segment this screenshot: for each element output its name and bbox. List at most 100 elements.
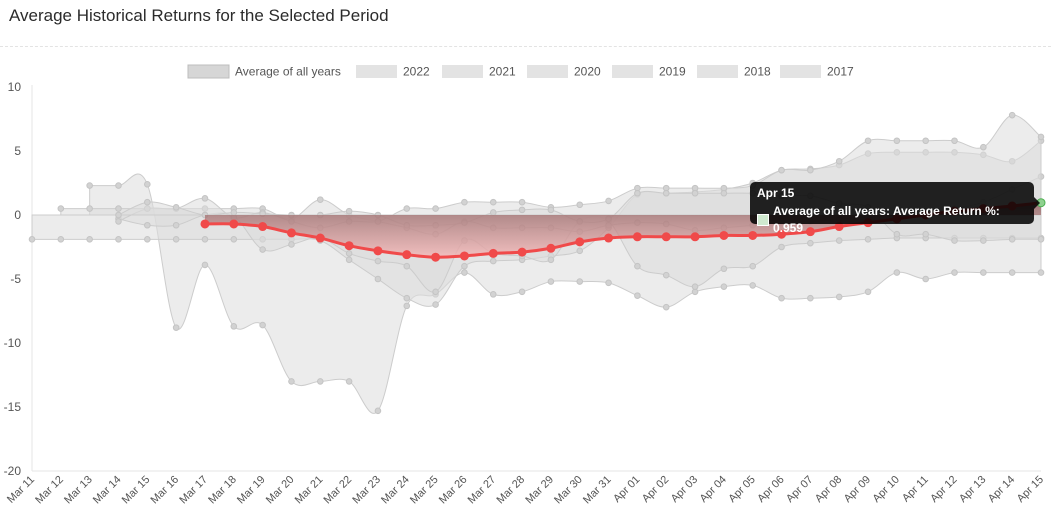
legend-label[interactable]: 2017	[827, 65, 854, 79]
series-point[interactable]	[518, 206, 526, 214]
series-point[interactable]	[374, 407, 382, 415]
series-point[interactable]	[403, 302, 411, 310]
legend-label[interactable]: Average of all years	[235, 65, 341, 79]
series-point[interactable]	[807, 294, 814, 302]
average-point[interactable]	[805, 227, 815, 237]
series-point[interactable]	[807, 166, 814, 174]
series-point[interactable]	[547, 278, 555, 285]
series-point[interactable]	[316, 196, 324, 203]
series-point[interactable]	[749, 282, 757, 289]
series-point[interactable]	[86, 182, 93, 189]
series-point[interactable]	[461, 262, 468, 270]
series-point[interactable]	[489, 209, 497, 216]
series-point[interactable]	[374, 257, 382, 265]
series-point[interactable]	[172, 324, 180, 331]
series-point[interactable]	[720, 189, 728, 197]
average-point[interactable]	[431, 252, 441, 262]
series-point[interactable]	[576, 278, 584, 285]
series-point[interactable]	[403, 294, 411, 302]
series-point[interactable]	[518, 198, 526, 206]
series-point[interactable]	[201, 195, 209, 202]
series-point[interactable]	[893, 230, 901, 238]
series-point[interactable]	[345, 378, 353, 385]
series-point[interactable]	[57, 205, 65, 212]
series-point[interactable]	[547, 206, 555, 214]
series-point[interactable]	[778, 294, 785, 302]
series-point[interactable]	[1037, 133, 1045, 141]
series-point[interactable]	[403, 262, 411, 270]
average-point[interactable]	[575, 237, 585, 247]
series-point[interactable]	[201, 261, 209, 269]
series-point[interactable]	[980, 269, 987, 276]
series-point[interactable]	[951, 269, 958, 276]
series-point[interactable]	[288, 378, 295, 385]
series-point[interactable]	[288, 241, 295, 248]
average-point[interactable]	[315, 233, 325, 243]
series-point[interactable]	[749, 262, 757, 270]
average-point[interactable]	[632, 232, 642, 242]
series-point[interactable]	[144, 180, 151, 188]
series-point[interactable]	[922, 137, 929, 145]
series-point[interactable]	[576, 201, 584, 209]
series-point[interactable]	[951, 137, 958, 145]
series-point[interactable]	[461, 198, 468, 206]
series-point[interactable]	[28, 236, 36, 243]
average-point[interactable]	[604, 233, 614, 243]
legend-label[interactable]: 2018	[744, 65, 771, 79]
series-point[interactable]	[201, 236, 209, 243]
series-point[interactable]	[605, 197, 612, 205]
average-point[interactable]	[459, 251, 469, 261]
series-point[interactable]	[951, 237, 958, 244]
series-point[interactable]	[922, 275, 929, 283]
series-point[interactable]	[980, 143, 987, 151]
series-point[interactable]	[432, 301, 439, 308]
series-point[interactable]	[835, 157, 843, 165]
series-point[interactable]	[691, 189, 699, 197]
series-point[interactable]	[86, 236, 93, 243]
series-point[interactable]	[518, 288, 526, 296]
series-point[interactable]	[835, 237, 843, 244]
series-point[interactable]	[230, 209, 238, 216]
legend-label[interactable]: 2020	[574, 65, 601, 79]
series-point[interactable]	[807, 239, 814, 247]
series-point[interactable]	[489, 198, 497, 206]
series-point[interactable]	[489, 257, 497, 265]
series-point[interactable]	[893, 137, 901, 145]
series-point[interactable]	[374, 275, 382, 283]
series-point[interactable]	[489, 291, 497, 298]
average-point[interactable]	[661, 232, 671, 242]
series-point[interactable]	[172, 204, 180, 211]
average-point[interactable]	[719, 230, 729, 240]
series-point[interactable]	[634, 262, 641, 270]
series-point[interactable]	[547, 256, 555, 264]
series-point[interactable]	[1037, 236, 1045, 243]
average-point[interactable]	[546, 243, 556, 253]
average-point[interactable]	[258, 222, 268, 232]
series-point[interactable]	[172, 236, 180, 243]
legend-label[interactable]: 2021	[489, 65, 516, 79]
series-point[interactable]	[980, 237, 987, 244]
series-point[interactable]	[115, 218, 122, 225]
series-point[interactable]	[634, 189, 641, 197]
average-point[interactable]	[777, 229, 787, 239]
series-point[interactable]	[720, 283, 728, 290]
average-point[interactable]	[748, 230, 758, 240]
series-point[interactable]	[662, 189, 670, 197]
series-point[interactable]	[864, 236, 872, 243]
average-point[interactable]	[690, 232, 700, 242]
series-point[interactable]	[461, 269, 468, 276]
average-point[interactable]	[229, 219, 239, 229]
series-point[interactable]	[576, 247, 584, 255]
series-point[interactable]	[316, 378, 324, 385]
series-point[interactable]	[864, 137, 872, 145]
series-point[interactable]	[115, 205, 122, 212]
series-point[interactable]	[864, 288, 872, 296]
series-point[interactable]	[778, 166, 785, 174]
average-point[interactable]	[488, 248, 498, 258]
series-point[interactable]	[345, 256, 353, 264]
series-point[interactable]	[835, 293, 843, 301]
series-point[interactable]	[230, 323, 238, 330]
series-point[interactable]	[893, 269, 901, 276]
series-point[interactable]	[144, 221, 151, 229]
series-point[interactable]	[778, 243, 785, 251]
